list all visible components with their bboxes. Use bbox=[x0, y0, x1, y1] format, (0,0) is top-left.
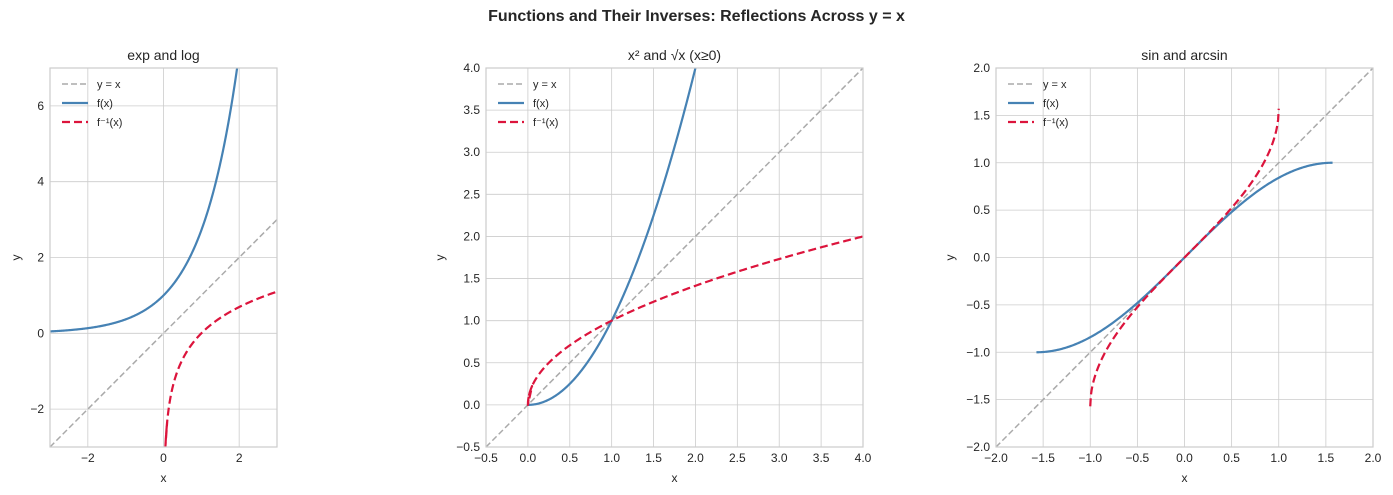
axes-frame bbox=[49, 67, 278, 448]
x-tick-label: −0.5 bbox=[474, 451, 498, 465]
x-tick-label: −0.5 bbox=[1126, 451, 1150, 465]
x-tick-label: −1.5 bbox=[1031, 451, 1055, 465]
x-axis-label: x bbox=[672, 471, 678, 485]
y-tick-label: 1.0 bbox=[463, 314, 480, 328]
x-tick-label: 4.0 bbox=[855, 451, 872, 465]
y-tick-label: 4 bbox=[37, 175, 44, 189]
x-tick-label: 3.0 bbox=[771, 451, 788, 465]
x-tick-label: −2.0 bbox=[984, 451, 1008, 465]
x-axis-label: x bbox=[1182, 471, 1188, 485]
x-tick-label: 2.5 bbox=[729, 451, 746, 465]
legend-label: f(x) bbox=[97, 98, 113, 110]
inverse-curve bbox=[526, 235, 863, 406]
y-tick-label: 3.5 bbox=[463, 103, 480, 117]
subplot-title: exp and log bbox=[127, 47, 199, 63]
x-tick-label: 0.0 bbox=[1176, 451, 1193, 465]
axes-frame bbox=[485, 67, 864, 448]
y-tick-label: −1.5 bbox=[966, 393, 990, 407]
y-tick-label: 2.0 bbox=[463, 229, 480, 243]
x-tick-label: 3.5 bbox=[813, 451, 830, 465]
figure-suptitle: Functions and Their Inverses: Reflection… bbox=[488, 8, 905, 25]
subplot-title: sin and arcsin bbox=[1141, 47, 1227, 63]
subplot-sin-arcsin: −2.0 −1.5 −1.0 −0.5 0.0 0.5 1.0 1.5 2.0 −2.0 −1.5 −… bbox=[943, 47, 1382, 485]
x-tick-label: 1.5 bbox=[1318, 451, 1335, 465]
y-tick-label: 4.0 bbox=[463, 61, 480, 75]
legend-label: f(x) bbox=[533, 98, 549, 110]
x-tick-label: −2 bbox=[81, 451, 95, 465]
y-tick-label: 0.5 bbox=[463, 356, 480, 370]
subplot-square-sqrt: −0.5 0.0 0.5 1.0 1.5 2.0 2.5 3.0 3.5 4.0 −0.5 0.0 0.… bbox=[433, 47, 872, 485]
x-tick-label: 0.5 bbox=[1223, 451, 1240, 465]
x-tick-label: 0.0 bbox=[520, 451, 537, 465]
x-tick-label: 1.0 bbox=[1270, 451, 1287, 465]
x-tick-label: 1.5 bbox=[645, 451, 662, 465]
grid-lines bbox=[50, 68, 277, 447]
legend: y = x f(x) f⁻¹(x) bbox=[1008, 79, 1068, 129]
y-axis-label: y bbox=[9, 255, 23, 261]
x-tick-label: 2.0 bbox=[1365, 451, 1382, 465]
legend-label: f⁻¹(x) bbox=[1043, 117, 1068, 129]
subplot-title: x² and √x (x≥0) bbox=[628, 47, 721, 63]
x-tick-label: 2.0 bbox=[687, 451, 704, 465]
y-tick-label: 0 bbox=[37, 326, 44, 340]
inverse-curve bbox=[164, 290, 277, 447]
x-tick-label: 0 bbox=[160, 451, 167, 465]
axes-frame bbox=[995, 67, 1374, 448]
y-tick-label: 1.0 bbox=[973, 156, 990, 170]
x-tick-label: 1.0 bbox=[603, 451, 620, 465]
x-tick-label: 0.5 bbox=[561, 451, 578, 465]
y-tick-label: −1.0 bbox=[966, 345, 990, 359]
function-curve bbox=[50, 68, 239, 333]
y-tick-label: 2 bbox=[37, 251, 44, 265]
x-tick-label: 2 bbox=[236, 451, 243, 465]
y-tick-label: −0.5 bbox=[966, 298, 990, 312]
legend: y = x f(x) f⁻¹(x) bbox=[498, 79, 558, 129]
legend-label: f⁻¹(x) bbox=[533, 117, 558, 129]
x-axis-label: x bbox=[161, 471, 167, 485]
legend-label: f(x) bbox=[1043, 98, 1059, 110]
legend-label: y = x bbox=[97, 79, 121, 91]
y-tick-label: 2.5 bbox=[463, 187, 480, 201]
inverse-curve bbox=[1089, 108, 1280, 407]
y-tick-label: 1.5 bbox=[463, 272, 480, 286]
y-tick-label: 6 bbox=[37, 99, 44, 113]
y-tick-label: −0.5 bbox=[456, 440, 480, 454]
legend-label: y = x bbox=[1043, 79, 1067, 91]
identity-line bbox=[996, 68, 1373, 447]
y-tick-label: 1.5 bbox=[973, 108, 990, 122]
legend-label: f⁻¹(x) bbox=[97, 117, 122, 129]
legend-label: y = x bbox=[533, 79, 557, 91]
y-tick-label: −2.0 bbox=[966, 440, 990, 454]
y-tick-label: −2 bbox=[30, 402, 44, 416]
y-tick-label: 2.0 bbox=[973, 61, 990, 75]
y-tick-label: 0.0 bbox=[463, 398, 480, 412]
y-tick-label: 0.0 bbox=[973, 251, 990, 265]
y-axis-label: y bbox=[943, 255, 957, 261]
legend: y = x f(x) f⁻¹(x) bbox=[62, 79, 122, 129]
y-axis-label: y bbox=[433, 255, 447, 261]
y-tick-label: 0.5 bbox=[973, 203, 990, 217]
identity-line bbox=[486, 68, 863, 447]
subplot-exp-log: −2 0 2 −2 0 2 4 6 exp and log x y y = x f(x) f⁻¹(x) bbox=[9, 47, 278, 485]
x-tick-label: −1.0 bbox=[1078, 451, 1102, 465]
y-tick-label: 3.0 bbox=[463, 145, 480, 159]
